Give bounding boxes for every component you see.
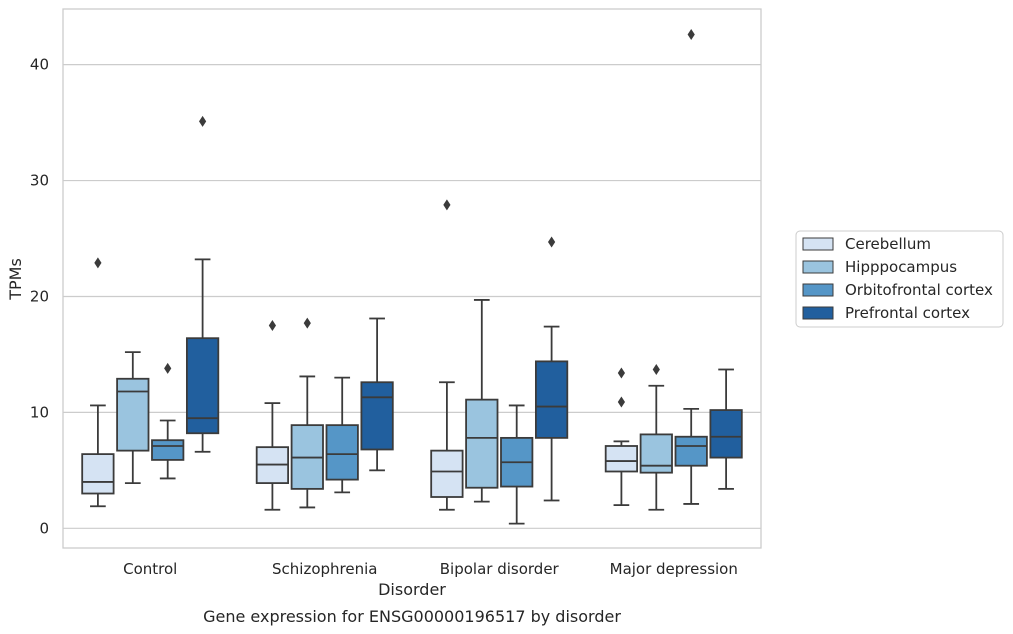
box-orbitofrontal-cortex <box>325 376 359 494</box>
box-body <box>151 439 185 461</box>
box-body <box>604 445 639 473</box>
box-cerebellum <box>81 257 115 508</box>
outlier-point <box>687 29 695 41</box>
box-body <box>360 381 394 451</box>
box-prefrontal-cortex <box>534 236 569 502</box>
outlier-point <box>164 362 172 374</box>
chart-caption: Gene expression for ENSG00000196517 by d… <box>203 607 621 626</box>
box-prefrontal-cortex <box>185 115 220 453</box>
x-tick-label: Control <box>123 560 177 578</box>
box-prefrontal-cortex <box>360 317 394 472</box>
legend-label: Prefrontal cortex <box>845 304 970 322</box>
box-body <box>709 409 743 459</box>
box-orbitofrontal-cortex <box>151 362 185 480</box>
box-body <box>430 449 464 498</box>
grid-lines <box>63 64 761 529</box>
y-axis: 0 10 20 30 40 <box>30 56 49 538</box>
outlier-point <box>548 236 556 248</box>
box-body <box>674 435 708 467</box>
x-tick-label: Schizophrenia <box>272 560 377 578</box>
box-hipppocampus <box>465 299 499 503</box>
box-cerebellum <box>255 319 290 511</box>
box-hipppocampus <box>290 317 324 509</box>
box-cerebellum <box>430 199 464 511</box>
box-hipppocampus <box>639 363 673 511</box>
outlier-point <box>303 317 311 329</box>
outlier-point <box>652 363 660 375</box>
legend-swatch <box>802 237 834 251</box>
x-tick-label: Major depression <box>610 560 738 578</box>
y-tick-label: 0 <box>39 519 49 537</box>
outlier-point <box>268 319 276 331</box>
box-body <box>81 453 115 495</box>
x-axis: Control Schizophrenia Bipolar disorder Majo… <box>123 560 738 578</box>
box-orbitofrontal-cortex <box>674 29 708 505</box>
legend-swatch <box>802 283 834 297</box>
plot-area <box>81 29 743 525</box>
outlier-point <box>617 396 625 408</box>
box-orbitofrontal-cortex <box>500 404 534 525</box>
x-tick-label: Bipolar disorder <box>440 560 560 578</box>
legend-label: Hipppocampus <box>845 258 957 276</box>
box-hipppocampus <box>116 351 150 484</box>
box-cerebellum <box>604 367 639 507</box>
box-body <box>639 433 673 474</box>
legend: Cerebellum Hipppocampus Orbitofrontal cort… <box>795 230 1004 328</box>
outlier-point <box>199 115 207 127</box>
legend-frame <box>795 230 1004 328</box>
box-body <box>465 398 499 489</box>
y-tick-label: 40 <box>30 56 49 74</box>
legend-swatch <box>802 260 834 274</box>
outlier-point <box>443 199 451 211</box>
y-tick-label: 30 <box>30 172 49 190</box>
legend-label: Cerebellum <box>845 235 931 253</box>
box-prefrontal-cortex <box>709 368 743 490</box>
box-body <box>325 424 359 481</box>
y-tick-label: 20 <box>30 287 49 305</box>
plot-frame <box>62 8 762 549</box>
box-body <box>534 360 569 439</box>
y-axis-label: TPMs <box>6 258 25 301</box>
outlier-point <box>94 257 102 269</box>
outlier-point <box>617 367 625 379</box>
y-tick-label: 10 <box>30 403 49 421</box>
legend-swatch <box>802 306 834 320</box>
legend-label: Orbitofrontal cortex <box>845 281 993 299</box>
x-axis-label: Disorder <box>378 580 446 599</box>
box-body <box>116 377 150 452</box>
